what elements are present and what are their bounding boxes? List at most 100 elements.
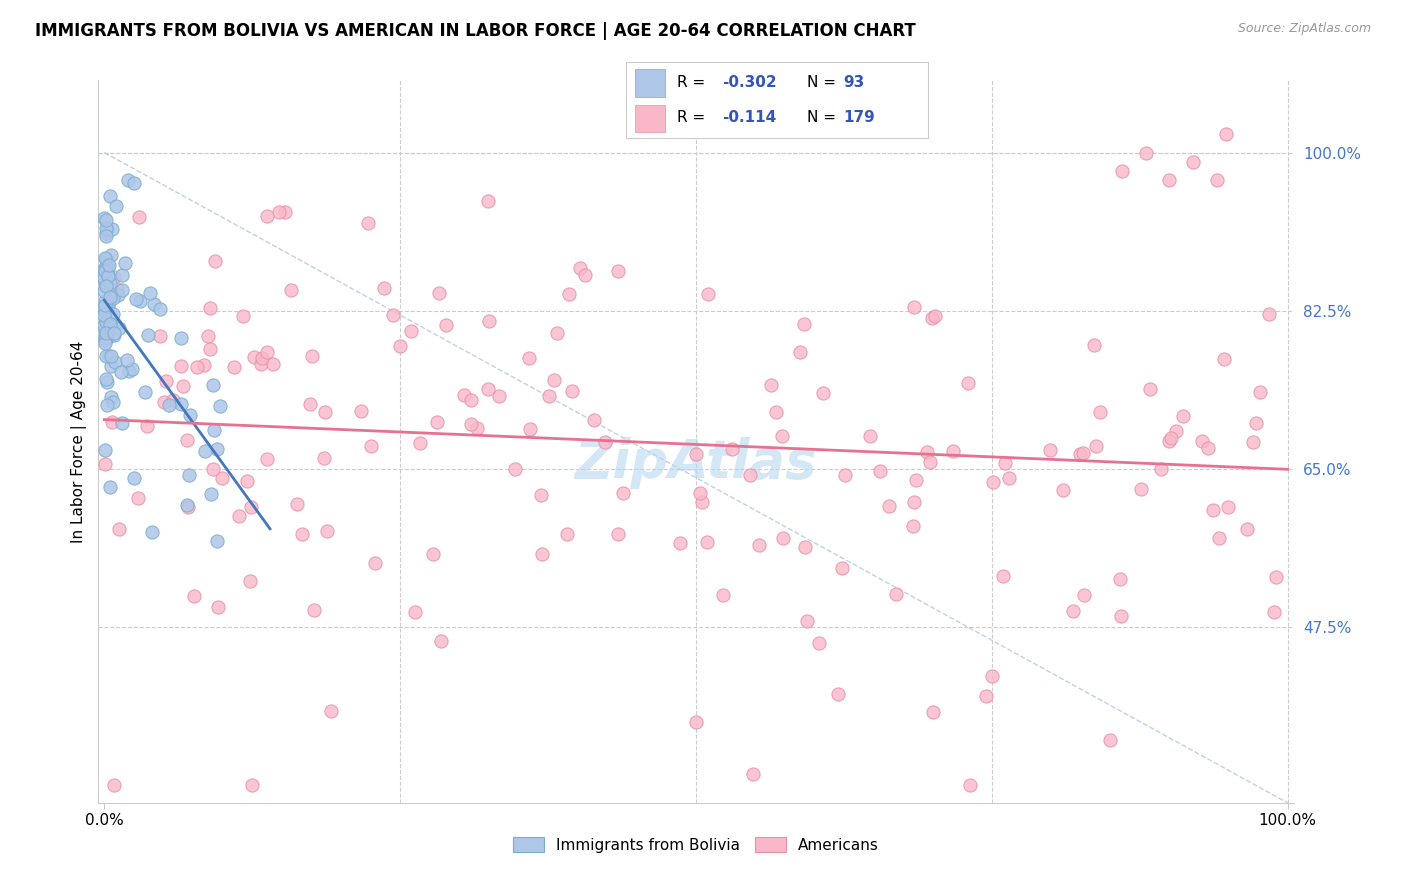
Point (179, 408, 201, 422)
Point (793, 317, 815, 331)
Point (519, 422, 541, 436)
Text: -0.302: -0.302 (723, 76, 778, 90)
Point (101, 291, 124, 305)
Point (488, 389, 510, 403)
Point (97, 300, 120, 314)
Point (96, 268, 118, 282)
Point (373, 281, 395, 295)
Point (100, 359, 122, 373)
Point (976, 689, 998, 703)
Point (103, 394, 125, 409)
Point (1139, 383, 1161, 397)
Point (162, 393, 184, 408)
Point (239, 574, 262, 589)
Point (94, 279, 117, 293)
Point (94, 226, 117, 240)
Point (100, 349, 122, 363)
Point (606, 526, 628, 541)
Point (94, 251, 117, 265)
Point (569, 261, 592, 276)
Point (136, 328, 159, 343)
Point (1099, 732, 1122, 747)
Point (404, 605, 426, 619)
Point (350, 403, 373, 417)
Point (240, 500, 263, 515)
Point (1159, 172, 1181, 186)
Point (689, 486, 711, 500)
Point (93, 263, 115, 277)
Point (772, 531, 794, 545)
Point (517, 351, 540, 365)
Point (477, 194, 499, 208)
Point (696, 535, 718, 549)
Point (94, 305, 117, 319)
Point (114, 256, 136, 270)
Point (149, 329, 172, 343)
Point (530, 547, 553, 561)
Point (194, 443, 217, 458)
Point (97, 259, 120, 273)
Point (811, 386, 834, 401)
Point (93, 262, 115, 277)
Point (202, 378, 225, 392)
Point (93, 318, 115, 332)
Point (558, 286, 581, 301)
Point (364, 556, 387, 570)
Point (1171, 409, 1194, 424)
Point (170, 397, 193, 411)
Text: R =: R = (678, 111, 716, 125)
Point (807, 636, 830, 650)
Point (530, 488, 553, 502)
Point (738, 467, 761, 482)
Point (236, 474, 259, 488)
Point (93, 285, 115, 299)
Point (759, 378, 782, 392)
Point (94, 443, 117, 458)
Point (117, 172, 139, 186)
Point (121, 362, 143, 376)
Point (301, 349, 323, 363)
Point (170, 331, 193, 345)
Point (583, 413, 606, 427)
Text: N =: N = (807, 76, 841, 90)
Point (100, 248, 122, 262)
Point (1111, 163, 1133, 178)
Point (1202, 503, 1225, 517)
Point (408, 436, 430, 450)
Point (96, 375, 118, 389)
Point (388, 339, 411, 353)
Legend: Immigrants from Bolivia, Americans: Immigrants from Bolivia, Americans (506, 829, 886, 860)
Point (1236, 522, 1258, 536)
Point (561, 384, 583, 399)
Point (94, 220, 117, 235)
Point (256, 345, 278, 359)
Point (105, 199, 128, 213)
Point (685, 714, 707, 729)
Point (690, 494, 713, 508)
Point (503, 462, 526, 476)
Point (430, 633, 453, 648)
Point (94, 275, 117, 289)
Point (96, 252, 118, 266)
Point (465, 421, 488, 435)
Point (1073, 588, 1095, 602)
Point (128, 210, 150, 224)
Point (155, 374, 177, 388)
Point (97, 294, 120, 309)
Point (94, 372, 117, 386)
Point (256, 451, 278, 466)
Point (1159, 434, 1181, 449)
Point (94, 326, 117, 340)
Point (111, 417, 134, 431)
Point (921, 311, 943, 326)
Point (1083, 338, 1105, 352)
Point (93, 301, 115, 315)
Point (139, 285, 162, 300)
Point (101, 222, 124, 236)
Point (942, 444, 965, 458)
Point (314, 405, 336, 419)
Point (697, 286, 720, 301)
Point (103, 307, 125, 321)
Point (1039, 442, 1062, 457)
Point (1073, 446, 1095, 460)
